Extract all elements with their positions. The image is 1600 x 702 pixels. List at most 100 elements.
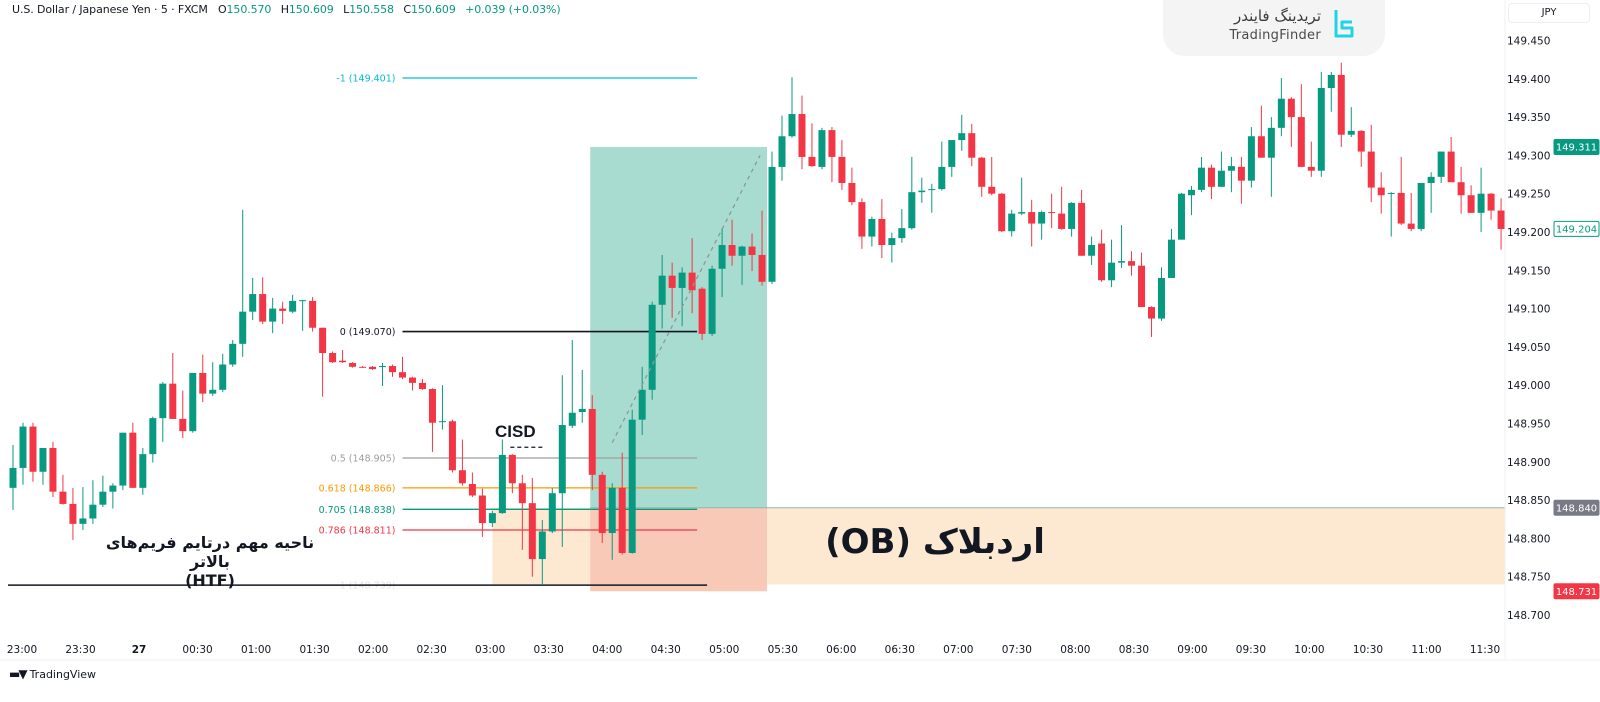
fib-label-0.618: 0.618 (148.866): [319, 483, 396, 494]
fib-label-1: 1 (148.739): [340, 581, 396, 592]
candle: [1307, 141, 1315, 177]
candle: [249, 277, 257, 321]
candle: [339, 349, 347, 363]
candle-body: [1277, 98, 1285, 128]
candle: [578, 369, 586, 423]
candle: [718, 228, 726, 298]
candle: [209, 362, 217, 396]
candle: [648, 301, 656, 400]
candle: [1038, 210, 1046, 240]
candle-body: [1257, 136, 1265, 158]
candle-body: [418, 382, 426, 390]
close-value: 150.609: [410, 3, 456, 16]
candle: [1477, 167, 1485, 232]
candle-body: [588, 408, 596, 475]
candle: [638, 366, 646, 435]
candle: [219, 353, 227, 393]
price-tick-label: 148.750: [1507, 572, 1550, 584]
overlay-layer: [510, 155, 761, 448]
candle-body: [1118, 261, 1126, 263]
time-tick-label: 11:00: [1411, 644, 1441, 656]
candle-body: [548, 493, 556, 532]
tradingfinder-logo-icon: [1334, 10, 1354, 38]
time-tick-label: 05:00: [709, 644, 739, 656]
candle: [349, 362, 357, 368]
candle-body: [928, 189, 936, 191]
candle: [1377, 172, 1385, 214]
candle: [608, 483, 616, 560]
high-label: H: [280, 3, 289, 16]
candle: [1347, 107, 1355, 138]
candle: [1317, 71, 1325, 177]
candle-body: [718, 245, 726, 269]
tradingview-brand-text: TradingView: [29, 667, 97, 681]
candle-body: [678, 272, 686, 288]
time-tick-label: 08:30: [1119, 644, 1149, 656]
candle: [39, 448, 47, 485]
candle: [69, 487, 77, 540]
candle-body: [189, 372, 197, 432]
candle-body: [1327, 74, 1335, 88]
candle-body: [638, 389, 646, 420]
time-tick-label: 02:30: [417, 644, 447, 656]
candle-body: [708, 268, 716, 334]
candle: [1287, 97, 1295, 147]
take-profit-zone: [590, 146, 768, 508]
candle: [788, 77, 796, 138]
time-axis[interactable]: 23:00 23:30 27 00:30 01:00 01:30 02:00 02:30 03:…: [7, 644, 1500, 656]
candle: [169, 353, 177, 419]
candle-body: [279, 308, 287, 311]
candle: [1397, 156, 1405, 226]
candle: [1028, 199, 1036, 247]
high-value: 150.609: [288, 3, 334, 16]
htf-zone-label: ناحیه مهم درتایم فریم‌های بالاتر (HTF): [95, 533, 325, 590]
candle: [79, 487, 87, 530]
candle: [1058, 186, 1066, 230]
candle: [408, 376, 416, 391]
candle-body: [1357, 130, 1365, 152]
candle: [1237, 156, 1245, 204]
candle: [89, 480, 97, 524]
candle-body: [89, 504, 97, 519]
currency-button[interactable]: JPY: [1508, 3, 1590, 23]
candle-body: [438, 421, 446, 423]
candle-body: [578, 408, 586, 413]
candle: [508, 454, 516, 494]
candle-body: [628, 419, 636, 553]
candle: [1068, 202, 1076, 237]
candle-body: [169, 383, 177, 419]
candle-body: [1207, 167, 1215, 187]
time-tick-label: 01:30: [299, 644, 329, 656]
fib-label-0: 0 (149.070): [340, 327, 396, 338]
logo-text-fa: تریدینگ فایندر: [1234, 7, 1321, 25]
candle-body: [239, 311, 247, 344]
candle: [189, 372, 197, 433]
candle: [848, 167, 856, 206]
candle: [369, 366, 377, 370]
candle-body: [249, 294, 257, 312]
candle-body: [788, 114, 796, 137]
candle: [199, 354, 207, 403]
candle: [968, 123, 976, 167]
time-tick-label: 06:30: [885, 644, 915, 656]
tradingview-branding[interactable]: ▬▼ TradingView: [9, 667, 96, 681]
price-badge-sl: 148.731: [1553, 583, 1600, 600]
candle: [239, 209, 247, 357]
trend-dashed-line: [611, 155, 761, 443]
candle-body: [389, 366, 397, 373]
candle: [708, 265, 716, 337]
price-axis[interactable]: 149.450 149.400 149.350 149.300 149.250 149.2…: [1507, 36, 1550, 623]
candle-body: [398, 372, 406, 378]
candle: [1267, 117, 1275, 197]
candle-body: [1377, 187, 1385, 196]
candle: [798, 95, 806, 170]
candle-body: [1407, 223, 1415, 229]
candle: [678, 267, 686, 327]
candle: [119, 432, 127, 491]
candle: [908, 156, 916, 230]
candle-body: [1187, 189, 1195, 196]
price-badge-entry: 148.840: [1553, 499, 1600, 516]
candle: [229, 340, 237, 367]
candle-body: [259, 294, 267, 322]
